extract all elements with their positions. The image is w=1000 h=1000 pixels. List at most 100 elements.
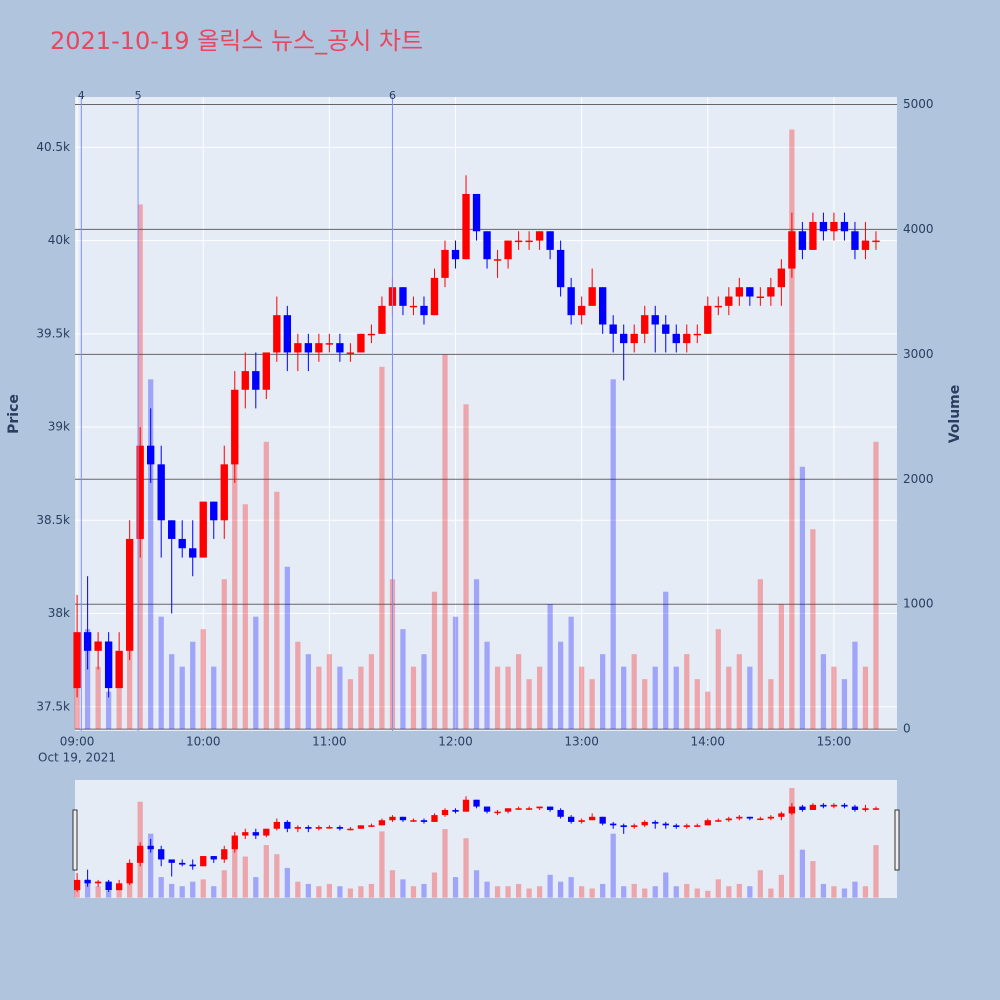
candle-body — [641, 315, 649, 334]
slider-candle-body — [158, 849, 165, 860]
slider-candle-body — [788, 806, 796, 814]
candle-body — [378, 305, 386, 334]
candle-body — [304, 343, 313, 353]
slider-candle-body — [200, 856, 207, 867]
slider-candle-body — [137, 845, 144, 863]
slider-candle-body — [525, 808, 533, 810]
slider-volume-bar — [600, 883, 606, 898]
slider-volume-bar — [379, 831, 385, 898]
y-axis-title: Price — [6, 394, 22, 434]
slider-volume-bar — [253, 877, 259, 898]
volume-bar — [494, 666, 501, 730]
candle-body — [472, 193, 481, 232]
slider-candle-body — [830, 804, 838, 807]
candle-body — [115, 650, 123, 689]
candle-body — [136, 445, 144, 539]
candle-body — [567, 287, 575, 316]
volume-bar — [221, 579, 227, 730]
slider-volume-bar — [347, 888, 354, 898]
volume-bar — [442, 354, 448, 730]
slider-volume-bar — [116, 883, 122, 898]
candle-body — [189, 548, 197, 558]
slider-volume-bar — [736, 883, 742, 898]
candle-body — [325, 343, 334, 345]
slider-candle-body — [179, 862, 186, 865]
volume-bar — [579, 666, 585, 730]
volume-bar — [820, 654, 827, 730]
range-slider[interactable] — [75, 780, 897, 898]
candle-body — [346, 352, 355, 354]
slider-candle-body — [589, 816, 596, 821]
volume-bar — [263, 441, 269, 730]
volume-bar — [484, 641, 490, 730]
slider-volume-bar — [526, 888, 532, 898]
y2-tick-label: 4000 — [903, 222, 934, 236]
slider-candle-body — [273, 821, 280, 829]
candle-body — [746, 287, 754, 297]
candle-body — [504, 240, 512, 260]
slider-volume-bar — [337, 886, 343, 898]
slider-candle-body — [483, 806, 491, 812]
slider-volume-bar — [757, 870, 763, 898]
slider-volume-bar — [494, 886, 501, 898]
volume-bar — [95, 666, 101, 730]
slider-candle-body — [725, 818, 732, 821]
slider-volume-bar — [190, 881, 196, 898]
volume-bar — [179, 666, 185, 730]
slider-candle-body — [704, 820, 711, 826]
slider-candle-body — [578, 820, 585, 822]
y-tick-label: 38k — [48, 606, 70, 620]
volume-bar — [452, 616, 459, 730]
candle-body — [409, 305, 418, 308]
candle-body — [840, 221, 849, 232]
slider-candle-body — [504, 808, 512, 812]
slider-candle-body — [673, 825, 680, 828]
candle-body — [725, 296, 733, 306]
volume-bar — [326, 654, 333, 730]
slider-volume-bar — [536, 886, 543, 898]
volume-bar — [316, 666, 322, 730]
volume-bar — [463, 404, 469, 730]
slider-candle-body — [567, 816, 575, 822]
slider-volume-bar — [768, 888, 774, 898]
slider-candle-body — [820, 804, 827, 807]
slider-volume-bar — [389, 870, 396, 898]
slider-volume-bar — [705, 890, 711, 898]
slider-candle-body — [872, 808, 880, 810]
candle-body — [73, 632, 81, 689]
slider-handle[interactable] — [894, 809, 900, 871]
slider-volume-bar — [789, 787, 795, 898]
slider-volume-bar — [873, 845, 879, 898]
candle-body — [830, 221, 838, 232]
volume-bar — [799, 466, 806, 730]
slider-volume-bar — [799, 849, 806, 898]
candle-body — [315, 343, 323, 353]
y2-tick-label: 5000 — [903, 97, 934, 111]
slider-volume-bar — [810, 861, 816, 898]
slider-volume-bar — [673, 886, 679, 898]
slider-volume-bar — [568, 877, 574, 898]
slider-candle-body — [294, 827, 301, 829]
slider-candle-body — [105, 881, 112, 891]
candle-body — [620, 333, 628, 344]
slider-candle-body — [746, 816, 753, 819]
volume-bar — [347, 679, 354, 730]
slider-volume-bar — [663, 872, 669, 898]
volume-bar — [726, 666, 732, 730]
x-date-label: Oct 19, 2021 — [38, 751, 116, 765]
slider-volume-bar — [274, 854, 280, 898]
volume-bar — [715, 629, 721, 730]
volume-bar — [652, 666, 658, 730]
slider-candle-body — [715, 820, 722, 822]
candle-body — [556, 249, 565, 288]
slider-candle-body — [231, 835, 238, 850]
volume-bar — [274, 491, 280, 730]
candle-body — [525, 240, 533, 243]
volume-bar — [148, 379, 154, 730]
slider-handle[interactable] — [72, 809, 78, 871]
volume-bar — [190, 641, 196, 730]
y-tick-label: 39k — [48, 420, 70, 434]
slider-volume-bar — [263, 845, 269, 898]
slider-candle-body — [452, 809, 459, 812]
slider-candle-body — [84, 879, 91, 884]
